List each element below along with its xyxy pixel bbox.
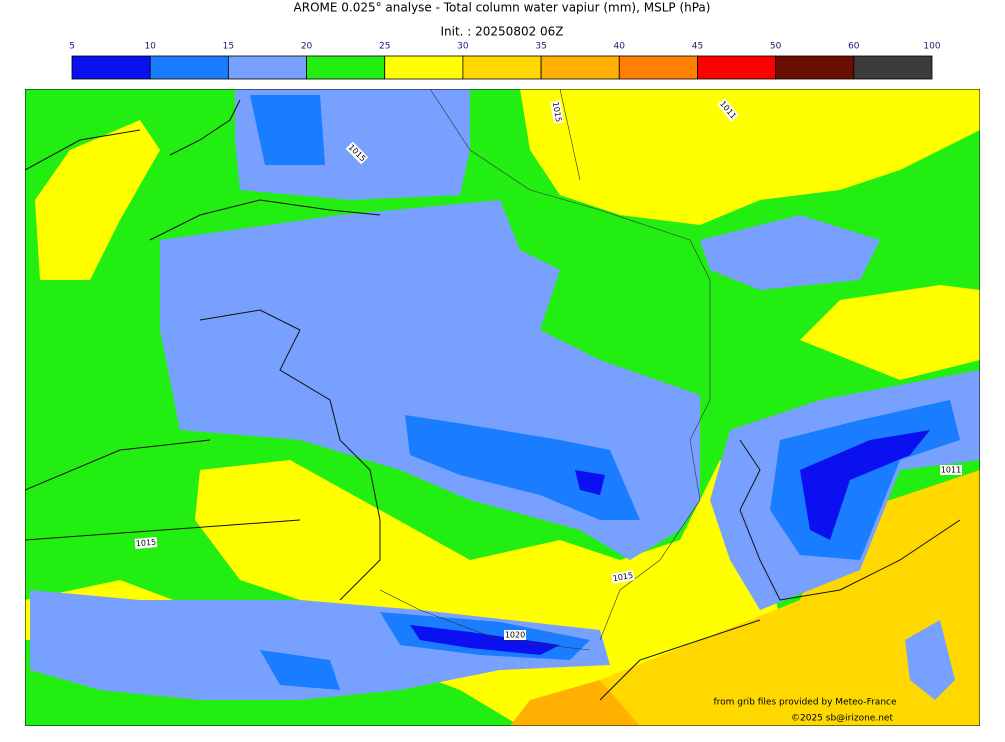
colorbar-tick-label: 45 — [692, 42, 703, 52]
colorbar-bin — [71, 55, 151, 80]
colorbar-bin — [306, 55, 386, 80]
field-area — [800, 285, 980, 380]
colorbar-tick-label: 30 — [457, 42, 469, 52]
field-area — [800, 430, 930, 540]
isobar-label: 1015 — [135, 538, 156, 549]
colorbar-tick-label: 5 — [69, 42, 75, 52]
subtitle: Init. : 20250802 06Z — [440, 25, 563, 39]
colorbar-bin — [540, 55, 620, 80]
isobar-label: 1011 — [941, 466, 961, 475]
source-note: from grib files provided by Meteo-France — [713, 698, 896, 708]
colorbar-bin — [618, 55, 698, 80]
copyright: ©2025 sb@irizone.net — [791, 714, 893, 724]
colorbar-bin — [697, 55, 777, 80]
coastline — [25, 99, 961, 701]
isobar-label-bg — [940, 465, 962, 475]
field-area — [600, 470, 980, 726]
colorbar-tick-label: 15 — [223, 42, 234, 52]
field-area — [30, 590, 610, 700]
colorbar-tick-label: 100 — [923, 42, 940, 52]
field-area — [510, 680, 640, 726]
colorbar-tick-label: 60 — [848, 42, 860, 52]
colorbar-tick-label: 40 — [614, 42, 626, 52]
field-area — [905, 620, 955, 700]
isobar-label-bg — [134, 537, 158, 549]
colorbar-bin — [462, 55, 542, 80]
isobar-label-bg — [345, 141, 369, 165]
colorbar-bin — [853, 55, 933, 80]
isobar-label-bg — [611, 570, 635, 584]
isobar-label-bg — [504, 630, 526, 640]
title: AROME 0.025° analyse - Total column wate… — [294, 1, 711, 15]
isobar-label: 1020 — [505, 631, 525, 640]
isobar-label: 1015 — [612, 571, 634, 583]
field-area — [260, 650, 340, 690]
colorbar-tick-label: 35 — [535, 42, 546, 52]
isobar-line — [25, 439, 301, 541]
isobar-label: 1015 — [551, 101, 563, 123]
colorbar-tick-label: 10 — [144, 42, 156, 52]
field-area — [700, 215, 880, 290]
colorbar-bin — [384, 55, 464, 80]
field-area — [250, 95, 325, 165]
isobar-label-bg — [717, 98, 739, 122]
colorbar-tick-label: 50 — [770, 42, 782, 52]
colorbar: 5 10 15 20 25 30 35 40 45 50 60 100 — [69, 42, 941, 80]
colorbar-tick-label: 20 — [301, 42, 313, 52]
field-area — [35, 120, 160, 280]
field-area — [520, 89, 980, 225]
border-line — [379, 89, 711, 651]
field-area — [410, 625, 560, 655]
colorbar-bin — [227, 55, 307, 80]
isobar-label-bg — [550, 100, 564, 124]
colorbar-bin — [775, 55, 855, 80]
colorbar-bin — [149, 55, 229, 80]
colorbar-tick-label: 25 — [379, 42, 390, 52]
field-area — [575, 470, 605, 495]
field-area — [405, 415, 640, 520]
